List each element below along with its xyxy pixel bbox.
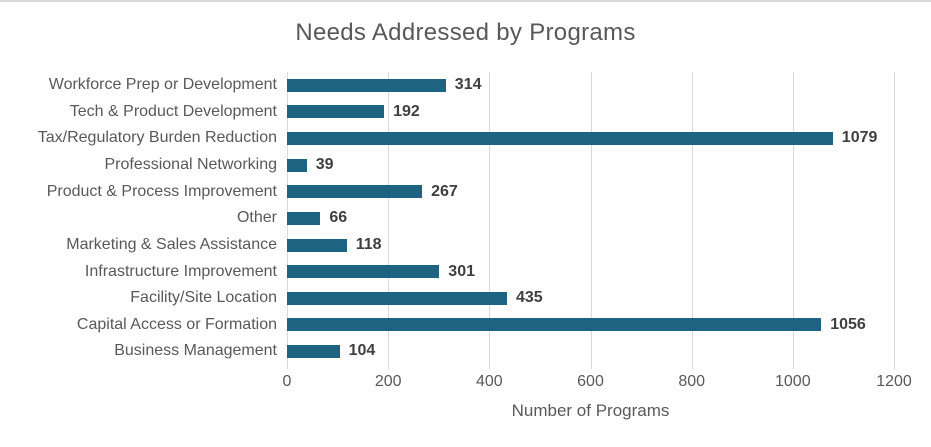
bar bbox=[287, 185, 423, 199]
x-tick-label: 800 bbox=[678, 373, 706, 390]
category-label: Business Management bbox=[114, 342, 277, 360]
gridline bbox=[691, 72, 693, 369]
category-axis: Workforce Prep or Development Tech & Prod… bbox=[0, 72, 277, 365]
category-label: Product & Process Improvement bbox=[46, 182, 277, 200]
chart-top-border bbox=[0, 0, 931, 2]
value-label: 1079 bbox=[841, 129, 878, 147]
bar-row: 118 bbox=[287, 232, 894, 259]
bar-row: 435 bbox=[287, 285, 894, 312]
chart-title: Needs Addressed by Programs bbox=[295, 19, 636, 46]
value-label: 118 bbox=[355, 235, 382, 253]
bar bbox=[287, 132, 833, 146]
gridline bbox=[388, 72, 390, 369]
bar-row: 66 bbox=[287, 205, 894, 232]
value-label: 1056 bbox=[830, 315, 866, 333]
x-tick-label: 200 bbox=[374, 373, 402, 390]
gridline bbox=[792, 72, 794, 369]
bar-row: 267 bbox=[287, 179, 894, 206]
category-label: Facility/Site Location bbox=[130, 289, 277, 307]
gridline bbox=[590, 72, 592, 369]
value-label: 39 bbox=[315, 155, 334, 173]
bar-row: 39 bbox=[287, 152, 894, 179]
value-label: 66 bbox=[329, 209, 348, 227]
bar bbox=[287, 265, 440, 279]
x-tick-label: 1200 bbox=[876, 373, 912, 390]
value-label: 314 bbox=[454, 76, 482, 93]
bar bbox=[287, 211, 321, 225]
bar bbox=[287, 291, 507, 305]
bar-row: 301 bbox=[287, 259, 894, 286]
gridline bbox=[894, 72, 895, 369]
bar-row: 314 bbox=[287, 72, 894, 99]
category-label: Marketing & Sales Assistance bbox=[66, 235, 277, 253]
category-label: Other bbox=[236, 209, 277, 227]
value-label: 192 bbox=[393, 102, 420, 120]
bar-row: 104 bbox=[287, 338, 894, 365]
bar bbox=[287, 345, 340, 359]
x-axis-title: Number of Programs bbox=[511, 401, 670, 420]
bar-row: 1056 bbox=[287, 312, 894, 339]
value-label: 435 bbox=[516, 289, 543, 307]
value-label: 301 bbox=[448, 262, 475, 280]
category-label: Workforce Prep or Development bbox=[48, 76, 277, 93]
value-label: 267 bbox=[431, 182, 458, 200]
x-tick-label: 400 bbox=[475, 373, 503, 390]
category-label: Capital Access or Formation bbox=[76, 315, 277, 333]
category-label: Infrastructure Improvement bbox=[84, 262, 277, 280]
bar bbox=[287, 238, 347, 252]
bar-row: 1079 bbox=[287, 125, 894, 152]
x-tick-label: 600 bbox=[577, 373, 604, 390]
bar bbox=[287, 158, 307, 172]
gridline bbox=[489, 72, 491, 369]
bar-row: 192 bbox=[287, 99, 894, 126]
value-label: 104 bbox=[348, 342, 376, 360]
x-axis: 0 200 400 600 800 1000 1200 bbox=[283, 373, 912, 393]
bar bbox=[287, 105, 385, 119]
category-label: Tax/Regulatory Burden Reduction bbox=[37, 129, 277, 147]
category-label: Professional Networking bbox=[104, 155, 277, 173]
x-tick-label: 0 bbox=[282, 373, 292, 390]
x-tick-label: 1000 bbox=[775, 373, 811, 390]
bar bbox=[287, 78, 446, 92]
plot-area: 314 192 1079 39 267 66 118 301 435 1056 104 bbox=[287, 72, 895, 369]
bar bbox=[287, 318, 822, 332]
category-label: Tech & Product Development bbox=[69, 102, 277, 120]
